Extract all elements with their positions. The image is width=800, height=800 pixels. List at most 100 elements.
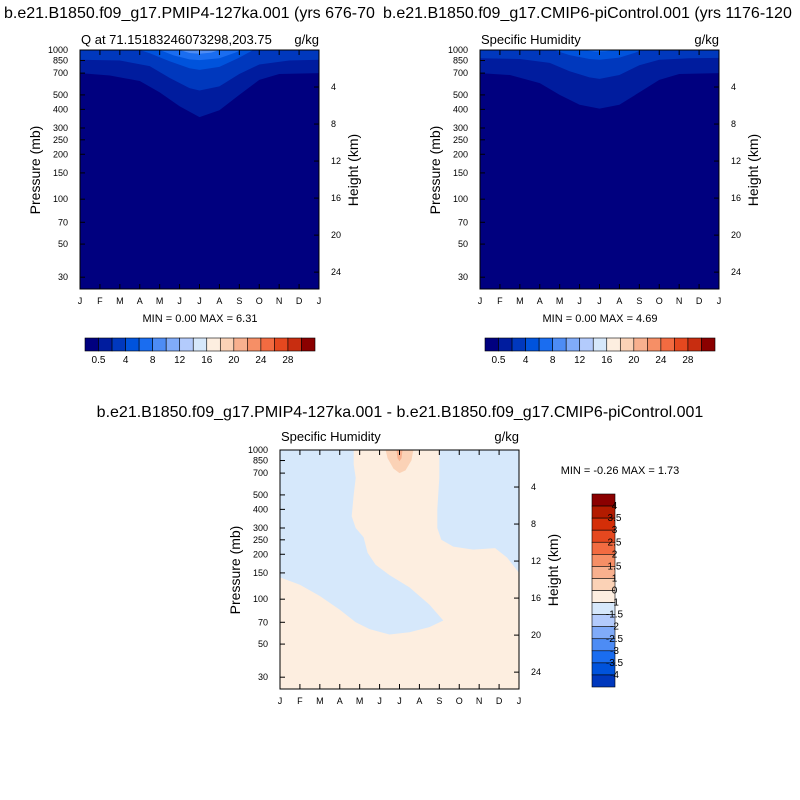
contour-fill <box>280 450 444 635</box>
y-right-tick-label: 16 <box>531 593 541 603</box>
y-right-tick-label: 8 <box>731 119 736 129</box>
x-tick-label: O <box>256 296 263 306</box>
y-tick-label: 150 <box>253 568 268 578</box>
x-tick-label: J <box>478 296 483 306</box>
y-tick-label: 200 <box>53 149 68 159</box>
colorbar-swatch <box>301 337 316 352</box>
colorbar-label: 3.5 <box>608 513 622 524</box>
colorbar-swatch <box>511 337 526 352</box>
x-tick-label: S <box>636 296 642 306</box>
y-right-tick-label: 20 <box>331 230 341 240</box>
colorbar-swatch <box>219 337 235 352</box>
y-axis-label: Pressure (mb) <box>427 126 443 215</box>
contour-fill <box>396 450 403 462</box>
y-tick-label: 850 <box>453 56 468 66</box>
y-right-tick-label: 12 <box>531 556 541 566</box>
colorbar-swatch <box>125 337 140 352</box>
panel-left-label: Specific Humidity <box>481 32 581 47</box>
y-tick-label: 1000 <box>448 45 468 55</box>
colorbar-label: 4 <box>123 355 129 366</box>
x-tick-label: J <box>517 696 522 706</box>
colorbar-swatch <box>192 337 208 352</box>
colorbar-label: 1.5 <box>608 561 622 572</box>
colorbar-label: -1.5 <box>606 610 624 621</box>
y-tick-label: 70 <box>58 217 68 227</box>
x-tick-label: J <box>177 296 182 306</box>
y-right-tick-label: 16 <box>731 193 741 203</box>
x-tick-label: J <box>397 696 402 706</box>
x-tick-label: J <box>317 296 322 306</box>
contour-fill <box>480 50 719 79</box>
contour-group <box>480 50 719 109</box>
x-tick-label: A <box>337 696 343 706</box>
colorbar: 43.532.521.51 0-1-1.5-2-2.5-3-3.5-4 <box>591 493 624 688</box>
y-right-tick-label: 12 <box>731 156 741 166</box>
colorbar-label: -4 <box>610 670 619 681</box>
y-right-tick-label: 20 <box>531 630 541 640</box>
panel-left-label: Q at 71.15183246073298,203.75 <box>81 32 272 47</box>
panel-title: b.e21.B1850.f09_g17.CMIP6-piControl.001 … <box>383 5 792 22</box>
x-tick-label: J <box>197 296 202 306</box>
y-tick-label: 70 <box>458 217 468 227</box>
colorbar: 0.5 4 8 12 16 20 24 28 <box>484 337 716 366</box>
colorbar-label: 12 <box>574 355 586 366</box>
colorbar-swatch <box>674 337 689 352</box>
y-tick-label: 1000 <box>248 445 268 455</box>
colorbar-swatch <box>606 337 621 352</box>
y-tick-label: 30 <box>458 272 468 282</box>
y-tick-label: 300 <box>453 123 468 133</box>
panel-title: b.e21.B1850.f09_g17.PMIP4-127ka.001 - b.… <box>97 404 704 421</box>
colorbar-label: 1 <box>612 573 618 584</box>
x-tick-label: A <box>616 296 622 306</box>
x-tick-label: J <box>577 296 582 306</box>
y-tick-label: 100 <box>53 194 68 204</box>
y-axis-right-label: Height (km) <box>545 534 561 606</box>
x-tick-label: D <box>696 296 703 306</box>
x-tick-label: J <box>717 296 722 306</box>
y-axis-right-label: Height (km) <box>345 134 361 206</box>
y-tick-label: 500 <box>453 90 468 100</box>
colorbar-swatch <box>233 337 248 352</box>
colorbar-swatch <box>647 337 662 352</box>
x-tick-label: J <box>78 296 83 306</box>
colorbar-swatch <box>498 337 513 352</box>
x-tick-label: M <box>516 296 524 306</box>
colorbar-swatch <box>152 337 167 352</box>
colorbar-swatch <box>633 337 648 352</box>
y-tick-label: 150 <box>453 168 468 178</box>
colorbar-swatch <box>701 337 716 352</box>
x-tick-label: A <box>537 296 543 306</box>
y-axis-label: Pressure (mb) <box>227 526 243 615</box>
x-tick-label: S <box>236 296 242 306</box>
y-tick-label: 200 <box>253 549 268 559</box>
x-tick-label: J <box>597 296 602 306</box>
colorbar-label: 20 <box>628 355 640 366</box>
contour-fill <box>80 50 319 91</box>
colorbar-label: 0.5 <box>492 355 506 366</box>
y-tick-label: 100 <box>253 594 268 604</box>
colorbar-label: 28 <box>682 355 694 366</box>
colorbar-swatch <box>84 337 99 352</box>
stats-label: MIN = 0.00 MAX = 4.69 <box>543 313 658 325</box>
colorbar-swatch <box>179 337 194 352</box>
colorbar-label: -2 <box>610 622 619 633</box>
y-tick-label: 400 <box>253 504 268 514</box>
x-tick-label: A <box>416 696 422 706</box>
plot-area: J F M A M J J A S O N D J 30 50 70 100 150 200 250 300 400 500… <box>448 45 741 306</box>
colorbar-label: 3 <box>612 525 618 536</box>
x-tick-label: O <box>456 696 463 706</box>
colorbar-swatch <box>592 337 608 352</box>
y-right-tick-label: 12 <box>331 156 341 166</box>
x-tick-label: M <box>116 296 124 306</box>
x-tick-label: M <box>556 296 564 306</box>
stats-label: MIN = -0.26 MAX = 1.73 <box>561 465 680 477</box>
colorbar-swatch <box>538 337 553 352</box>
y-tick-label: 400 <box>53 104 68 114</box>
y-tick-label: 700 <box>53 68 68 78</box>
x-tick-label: F <box>297 696 303 706</box>
colorbar-swatch <box>591 674 616 688</box>
x-tick-label: N <box>476 696 483 706</box>
x-tick-label: J <box>278 696 283 706</box>
y-tick-label: 150 <box>53 168 68 178</box>
